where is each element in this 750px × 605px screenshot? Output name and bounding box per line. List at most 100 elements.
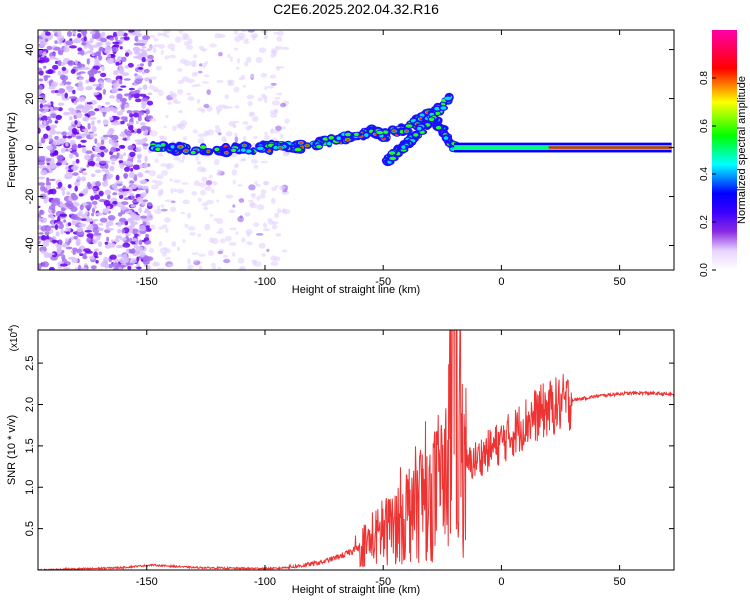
spectrogram-noise-blob [94,138,98,145]
spectrogram-noise-blob [82,116,89,122]
spectrogram-noise-blob [43,65,47,69]
spectrogram-noise-blob [79,96,86,103]
spectrogram-noise-blob [112,262,120,269]
spectrogram-noise-blob [128,94,132,101]
spectrogram-noise-blob [51,81,58,88]
spectrogram-noise-blob [251,115,259,122]
spectrogram-noise-blob [56,244,62,250]
spectrogram-noise-blob [70,206,78,212]
spectrogram-noise-blob [178,109,183,114]
spectrogram-noise-blob [102,134,110,138]
spectrogram-noise-blob [160,204,165,208]
spectrogram-noise-blob [144,155,148,162]
spectrogram-noise-blob [59,263,68,267]
spectrogram-noise-blob [134,139,143,143]
spectrogram-noise-blob [201,62,207,68]
spectrogram-signal-core [336,136,341,140]
spectrogram-noise-blob [124,166,130,172]
snr-multiplier-base: (x10 [9,331,20,351]
spectrogram-noise-blob [45,31,51,36]
spectrogram-noise-blob [234,164,238,169]
spectrogram-noise-blob [138,225,146,232]
spectrogram-noise-blob [170,206,177,212]
spectrogram-noise-blob [119,97,128,102]
spectrogram-noise-blob [116,244,124,249]
colorbar-tick-label: 0.2 [699,215,710,229]
snr-ytick-label: 0.5 [24,521,36,536]
spectrogram-noise-blob [149,84,154,90]
spectrogram-noise-blob [205,180,212,186]
spectrogram-noise-blob [115,61,120,66]
spectrogram-noise-blob [137,155,142,160]
spectrogram-noise-blob [113,187,119,192]
spectrogram-noise-blob [281,249,288,253]
spectrogram-xtick-label: -150 [136,276,158,288]
spectrogram-noise-blob [43,252,50,258]
spectrogram-noise-blob [174,36,182,43]
spectrogram-noise-blob [274,212,280,219]
spectrogram-noise-blob [95,181,101,187]
spectrogram-noise-blob [49,178,56,182]
spectrogram-noise-blob [183,60,192,67]
spectrogram-noise-blob [105,101,111,105]
spectrogram-noise-blob [102,208,110,214]
spectrogram-noise-blob [149,117,157,122]
spectrogram-noise-blob [161,170,169,176]
spectrogram-noise-blob [91,125,97,133]
spectrogram-signal-core [190,150,196,155]
spectrogram-noise-blob [113,116,120,120]
spectrogram-noise-blob [38,263,42,270]
spectrogram-noise-blob [123,197,130,201]
spectrogram-signal-core [382,130,389,134]
spectrogram-noise-blob [73,235,78,240]
spectrogram-noise-blob [198,45,205,50]
spectrogram-noise-blob [89,73,95,79]
spectrogram-noise-blob [164,55,170,60]
spectrogram-noise-blob [272,50,278,57]
spectrogram-noise-blob [186,44,194,50]
spectrogram-noise-blob [203,103,210,109]
spectrogram-noise-blob [44,38,49,43]
spectrogram-noise-blob [138,207,142,214]
spectrogram-noise-blob [180,211,186,215]
spectrogram-noise-blob [105,163,109,170]
spectrogram-noise-blob [220,238,226,244]
spectrogram-noise-blob [141,97,149,102]
spectrogram-noise-blob [46,157,51,162]
spectrogram-noise-blob [85,86,93,91]
spectrogram-noise-blob [92,227,100,234]
spectrogram-noise-blob [77,85,84,91]
spectrogram-noise-blob [128,171,136,179]
spectrogram-noise-blob [78,223,87,228]
spectrogram-noise-blob [67,169,74,173]
spectrogram-noise-blob [65,231,71,235]
spectrogram-signal-core [417,126,422,131]
figure-title: C2E6.2025.202.04.32.R16 [273,1,439,17]
spectrogram-noise-blob [57,216,61,223]
spectrogram-noise-blob [116,30,125,37]
spectrogram-noise-blob [233,30,239,35]
spectrogram-noise-blob [65,238,69,243]
spectrogram-band-core [548,146,672,149]
spectrogram-noise-blob [128,87,135,91]
spectrogram-noise-blob [38,78,44,82]
spectrogram-noise-blob [258,47,267,53]
spectrogram-noise-blob [69,116,73,121]
spectrogram-noise-blob [208,237,215,243]
spectrogram-signal-core [428,117,435,122]
spectrogram-noise-blob [118,154,124,160]
spectrogram-noise-blob [107,215,116,221]
snr-xtick-label: -150 [136,576,158,588]
spectrogram-signal-core [353,132,359,137]
spectrogram-signal-core [364,133,369,137]
spectrogram-noise-blob [156,174,164,179]
spectrogram-noise-blob [48,188,53,195]
spectrogram-noise-blob [218,132,222,136]
spectrogram-noise-blob [248,125,253,129]
spectrogram-noise-blob [66,191,71,196]
spectrogram-noise-blob [148,170,156,177]
spectrogram-noise-blob [117,88,123,91]
spectrogram-signal-peak [206,150,211,153]
spectrogram-noise-blob [113,82,120,88]
spectrogram-noise-blob [256,195,261,202]
